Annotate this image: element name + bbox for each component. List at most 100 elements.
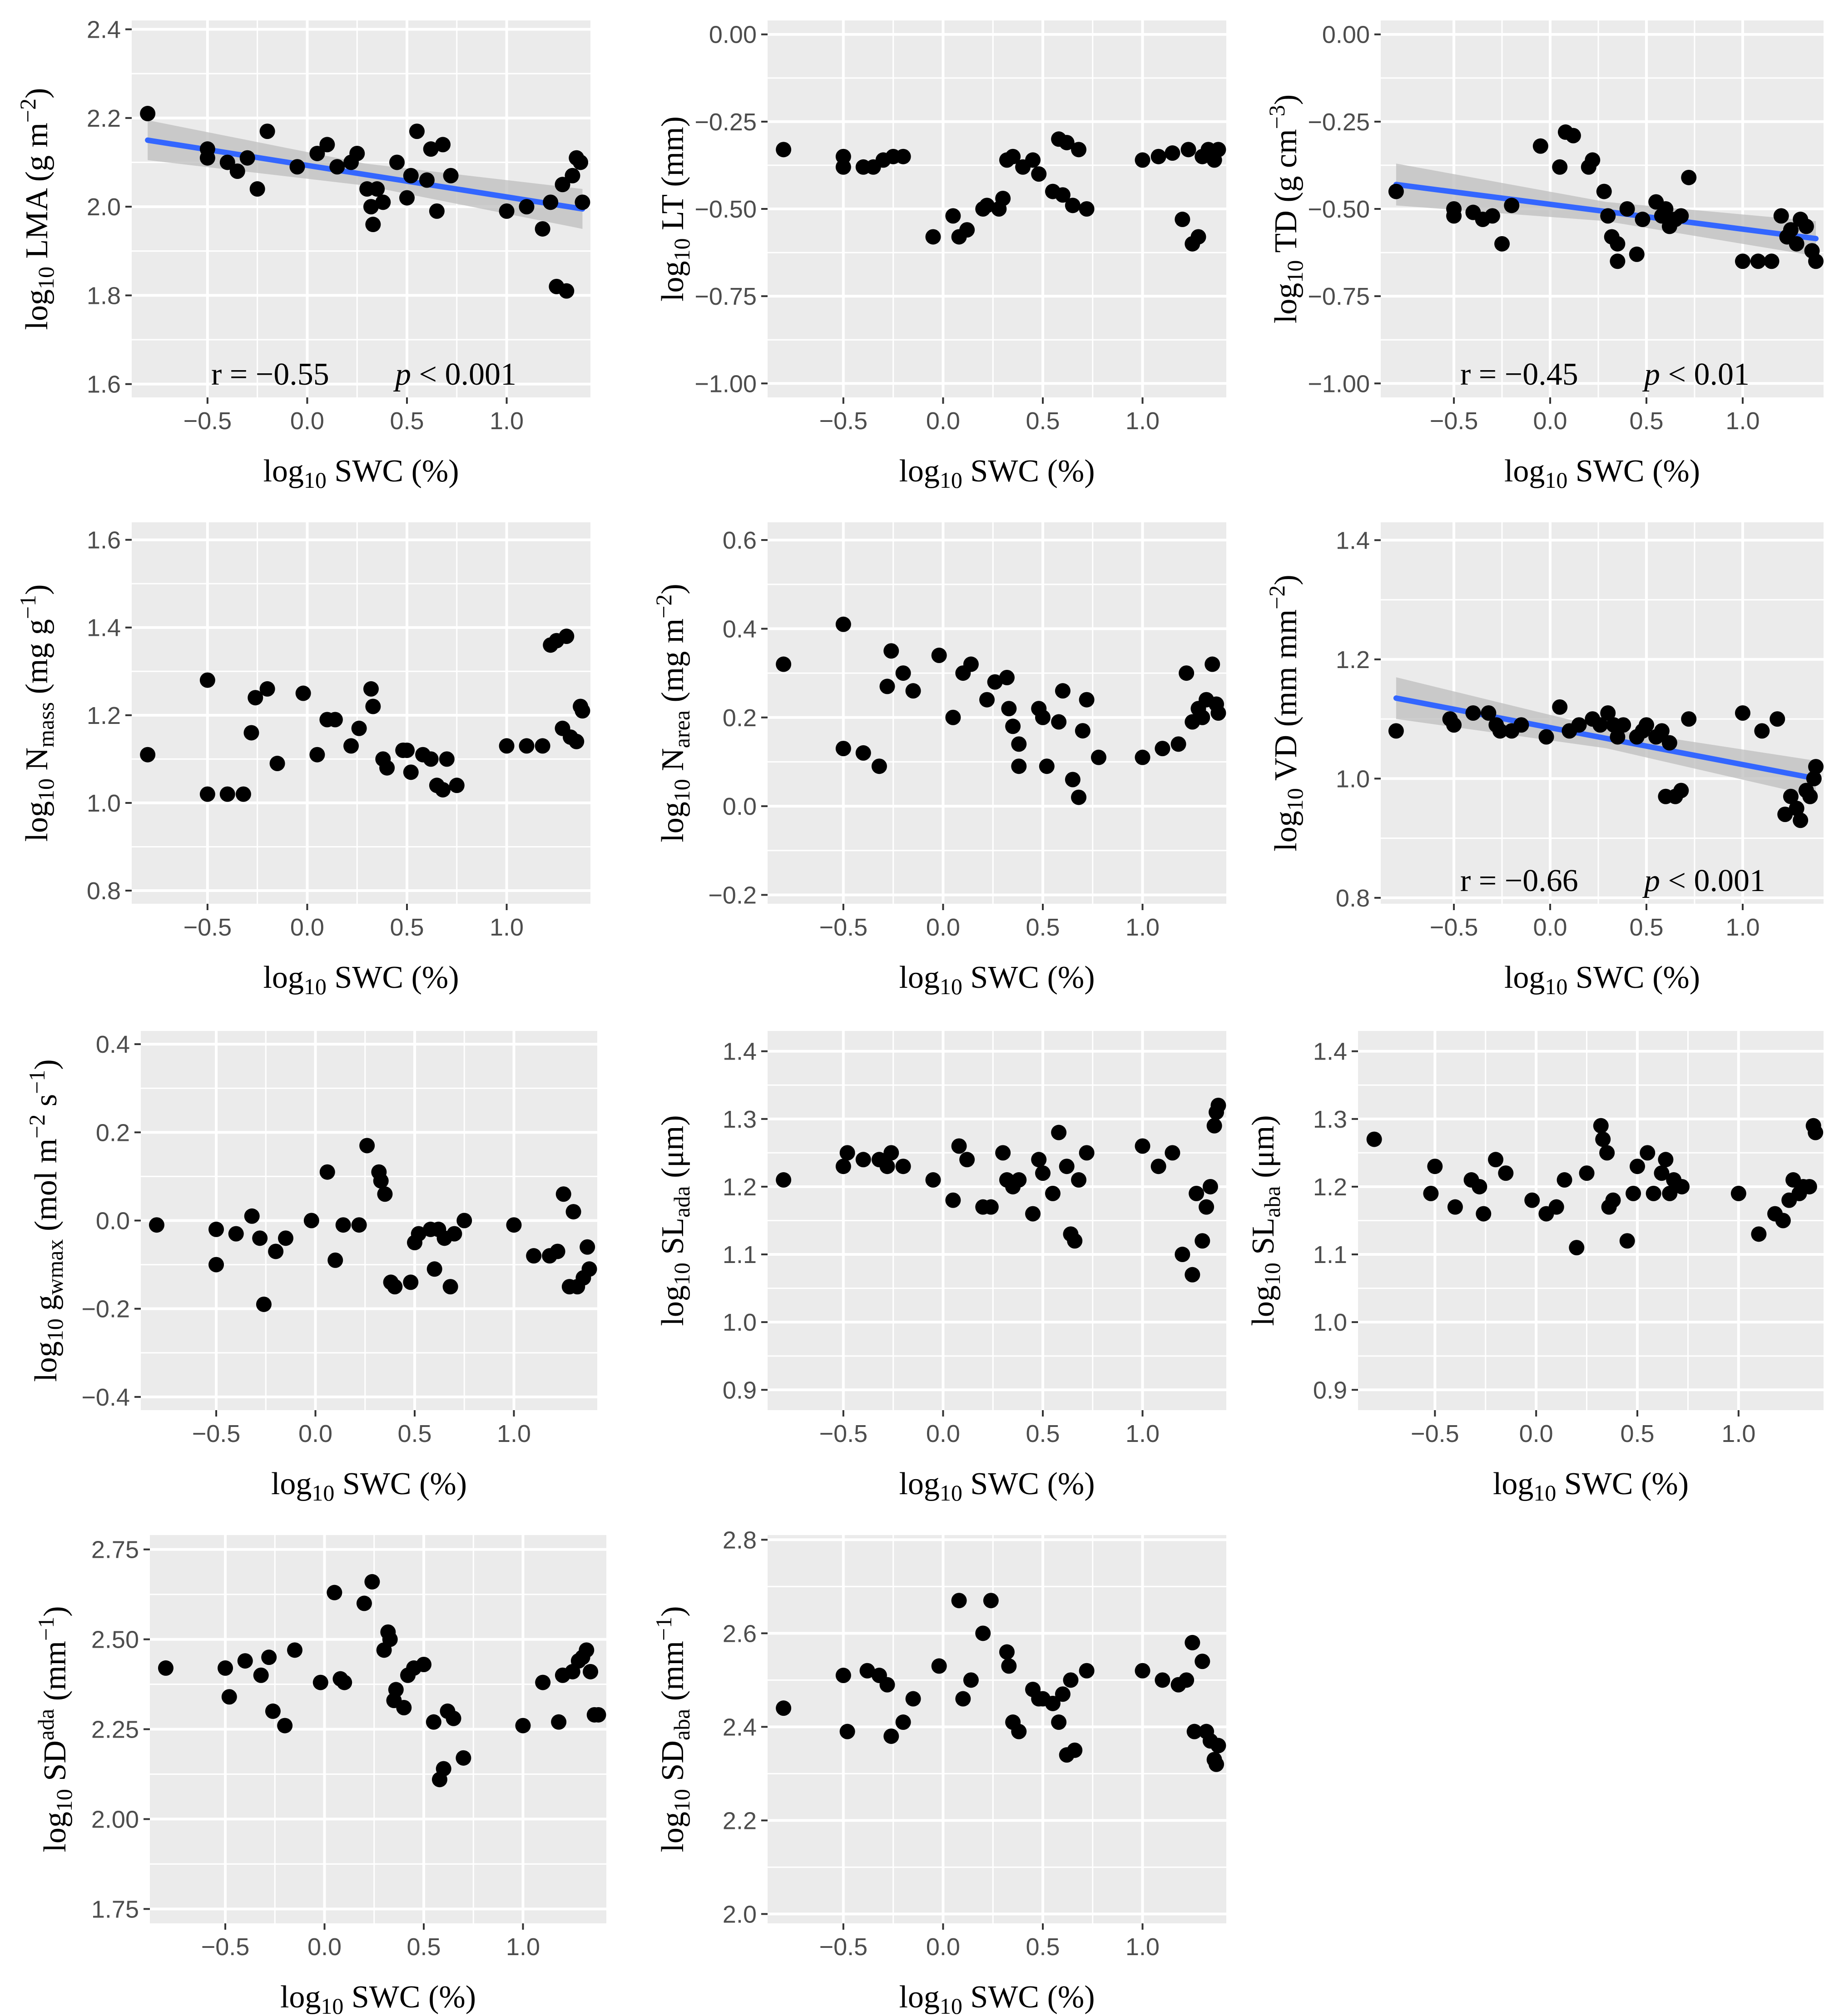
data-point-narea-17 [1005,718,1021,734]
y-axis-title-gwmax-part-2: g [29,1295,64,1319]
x-tick-label-vd-0: −0.5 [1430,914,1478,941]
y-axis-title-nmass-part-0: log [20,801,55,842]
data-point-lma-22 [409,124,425,139]
y-tick-label-narea-0: −0.2 [708,882,757,909]
data-point-slaba-27 [1662,1185,1678,1201]
data-point-lma-3 [219,154,235,170]
data-point-slada-29 [1150,1159,1166,1174]
data-point-sdada-6 [265,1703,281,1719]
data-point-slada-33 [1189,1185,1205,1201]
data-point-slada-13 [983,1199,999,1215]
y-tick-label-vd-1: 1.0 [1336,765,1370,793]
data-point-lma-0 [140,106,156,122]
annotation-p-lma: p < 0.001 [393,357,516,392]
y-tick-label-slaba-3: 1.2 [1313,1174,1347,1201]
y-tick-label-nmass-0: 0.8 [87,877,121,905]
data-point-narea-18 [1011,736,1027,752]
data-point-sdada-23 [416,1657,431,1672]
annotation-r-vd: r = −0.66 [1460,863,1578,898]
data-point-slada-3 [855,1152,871,1168]
y-axis-title-slaba: log10 SLaba (μm) [1246,1115,1285,1326]
data-point-gwmax-34 [555,1186,571,1202]
data-point-narea-21 [1035,709,1051,725]
x-tick-label-nmass-0: −0.5 [183,914,232,941]
panel-background-narea [768,522,1226,904]
data-point-sdaba-9 [931,1658,947,1674]
y-tick-label-sdaba-4: 2.8 [723,1526,757,1554]
data-point-sdaba-12 [963,1672,979,1688]
y-axis-title-gwmax-part-5: −2 [24,1114,50,1139]
x-tick-label-lt-0: −0.5 [819,407,868,435]
y-tick-label-td-2: −0.50 [1308,196,1370,223]
data-point-td-24 [1658,201,1674,217]
data-point-vd-31 [1770,711,1785,727]
data-point-lt-27 [1079,201,1095,217]
y-axis-title-gwmax-part-6: s [29,1094,64,1114]
data-point-narea-19 [1011,758,1027,774]
x-tick-label-vd-3: 1.0 [1725,914,1760,941]
x-tick-label-td-3: 1.0 [1725,407,1760,435]
data-point-td-32 [1773,208,1789,224]
x-axis-title-td-part-2: SWC (%) [1567,454,1700,489]
data-point-sdada-24 [426,1714,441,1730]
y-tick-label-slaba-2: 1.1 [1313,1241,1347,1268]
data-point-sdaba-29 [1135,1663,1150,1679]
y-axis-title-td-part-1: 10 [1282,260,1308,283]
x-axis-title-slaba-part-2: SWC (%) [1556,1466,1689,1501]
y-axis-title-td-part-2: TD (g cm [1269,129,1304,260]
data-point-slada-1 [835,1159,851,1174]
data-point-sdaba-5 [879,1677,895,1693]
data-point-vd-0 [1388,723,1404,739]
panel-lt: −0.5 0.0 0.5 1.0 −1.00 −0.75 −0.50 −0.25 0.00 log… [655,20,1226,493]
x-tick-label-sdaba-1: 0.0 [926,1933,960,1961]
y-axis-title-vd-part-0: log [1269,811,1304,851]
y-tick-label-nmass-4: 1.6 [87,527,121,554]
data-point-slada-5 [879,1159,895,1174]
data-point-lma-9 [309,145,325,161]
y-axis-title-narea-part-6: ) [655,584,690,594]
data-point-nmass-36 [569,733,585,749]
y-axis-title-vd-part-3: −2 [1264,585,1289,609]
x-axis-title-vd-part-1: 10 [1545,974,1567,999]
data-point-lma-37 [573,154,589,170]
data-point-nmass-23 [423,751,439,767]
y-axis-title-gwmax-part-7: −1 [24,1070,50,1094]
x-axis-title-lt: log10 SWC (%) [899,454,1095,493]
y-tick-label-lt-2: −0.50 [694,196,757,223]
y-axis-title-sdaba-part-3: aba [669,1709,694,1740]
y-axis-title-td-part-0: log [1269,283,1304,323]
data-point-td-20 [1629,246,1645,262]
x-tick-label-td-2: 0.5 [1629,407,1663,435]
data-point-narea-29 [1091,749,1106,765]
y-axis-title-lma-part-2: LMA (g m [20,123,55,267]
x-tick-label-lma-0: −0.5 [183,407,232,435]
data-point-slaba-23 [1640,1145,1656,1161]
y-axis-title-nmass-part-5: −1 [15,595,40,619]
data-point-sdaba-28 [1079,1663,1095,1679]
data-point-slada-28 [1135,1138,1150,1154]
y-tick-label-vd-3: 1.4 [1336,527,1370,554]
data-point-lma-8 [289,159,305,175]
data-point-lma-38 [575,194,590,210]
y-tick-label-td-3: −0.25 [1308,109,1370,136]
data-point-lt-26 [1071,142,1087,158]
data-point-slada-23 [1059,1159,1075,1174]
y-tick-label-sdada-3: 2.50 [91,1626,139,1654]
data-point-slaba-7 [1488,1152,1504,1168]
x-tick-label-slada-2: 0.5 [1026,1420,1060,1447]
data-point-narea-28 [1079,692,1095,708]
data-point-sdada-20 [396,1700,412,1715]
y-axis-title-lt: log10 LT (mm) [655,116,694,302]
data-point-nmass-9 [295,685,311,701]
y-axis-title-sdada-part-3: ada [33,1709,59,1740]
data-point-lma-29 [519,199,535,215]
x-tick-label-sdada-0: −0.5 [201,1933,250,1961]
y-axis-title-group-nmass: log10 Nmass (mg g−1) [15,584,59,842]
x-tick-label-gwmax-3: 1.0 [497,1420,531,1447]
data-point-gwmax-3 [228,1226,244,1242]
data-point-sdada-29 [456,1750,471,1766]
data-point-nmass-27 [449,778,465,793]
y-tick-label-vd-0: 0.8 [1336,885,1370,912]
data-point-vd-34 [1789,801,1804,816]
